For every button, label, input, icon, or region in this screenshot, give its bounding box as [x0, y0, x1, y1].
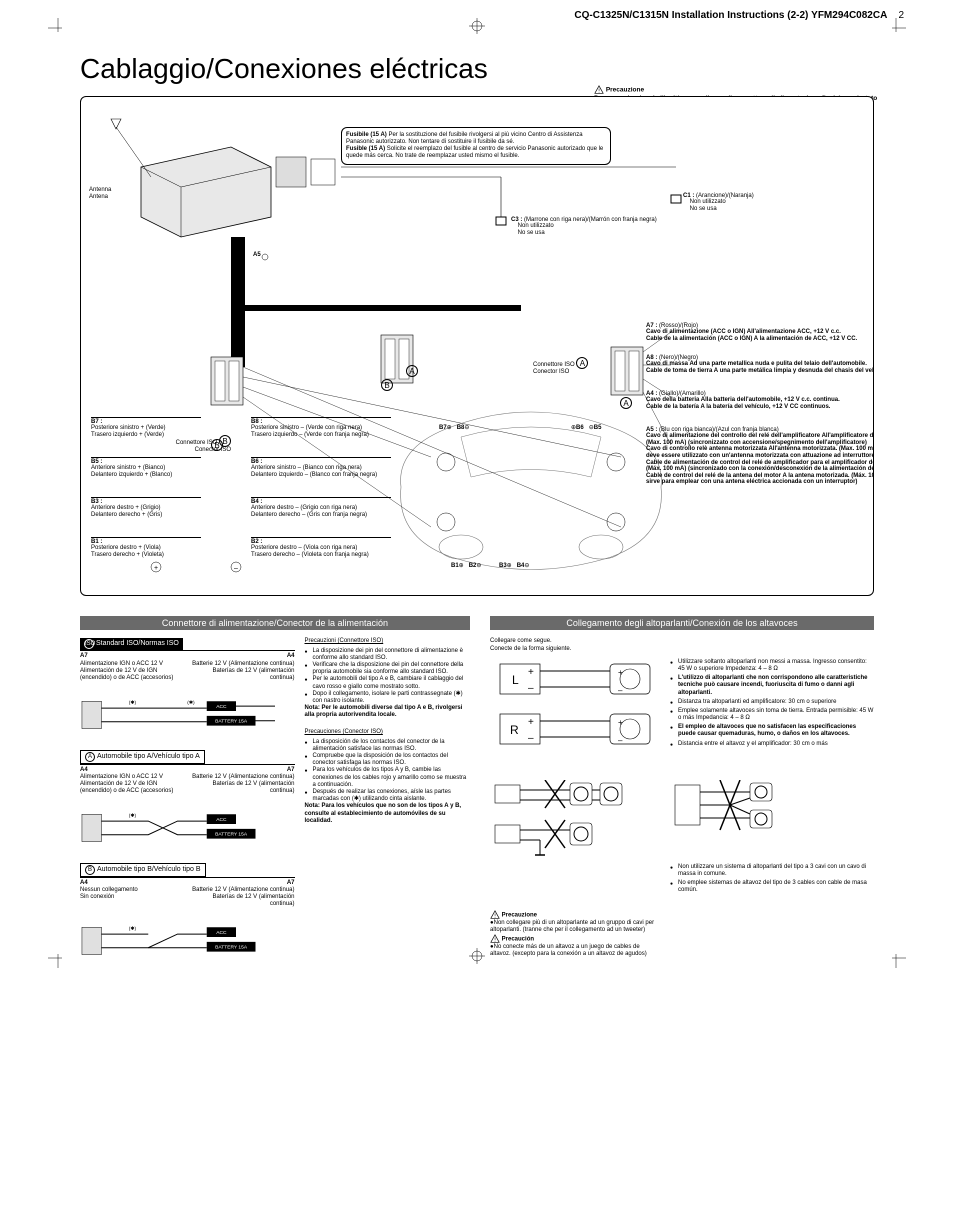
wire-b2: B2 :Posteriore destro – (Viola con riga … [251, 537, 391, 559]
antenna-label: AntennaAntena [89, 187, 111, 201]
wiring-diagram: + – AntennaAntena Fusibile (15 A) Per la… [80, 96, 874, 596]
svg-text:+: + [528, 667, 534, 678]
warning-icon: ! [594, 85, 604, 95]
circle-a-big: A [406, 365, 418, 377]
svg-text:–: – [618, 736, 623, 745]
fuse-callout: Fusibile (15 A) Per la sostituzione del … [341, 127, 611, 166]
svg-text:BATTERY 15A: BATTERY 15A [215, 719, 248, 725]
speaker-lr-diagram: L + – + – R + – [490, 659, 660, 769]
section-bar-power: Connettore di alimentazione/Conector de … [80, 616, 470, 631]
svg-text:ACC: ACC [216, 930, 227, 936]
crop-mark-icon [886, 948, 906, 968]
b-mark: ⊕B6 ⊖B5 [571, 425, 601, 432]
connector-diagram-icon: (✱) (✱) ACC BATTERY 15A [80, 686, 295, 736]
svg-text:–: – [528, 733, 534, 744]
svg-text:–: – [234, 565, 238, 572]
warning-icon: ! [490, 910, 500, 920]
page-container: CQ-C1325N/C1315N Installation Instructio… [0, 0, 954, 986]
iso-a-label: Connettore ISO A Conector ISO [533, 357, 613, 376]
wire-b7: B7 :Posteriore sinistro + (Verde)Trasero… [91, 417, 201, 439]
center-mark-icon [467, 18, 487, 37]
wire-b4: B4 :Anteriore destro – (Grigio con riga … [251, 497, 391, 519]
speaker-section: Collegamento degli altoparlanti/Conexión… [490, 616, 874, 976]
center-mark-icon [467, 948, 487, 967]
wire-a7: A7 : (Rosso)/(Rojo) Cavo di alimentazion… [646, 323, 874, 343]
svg-text:(✱): (✱) [129, 700, 137, 706]
svg-text:–: – [528, 683, 534, 694]
wire-a5-tag: A5 [253, 252, 261, 259]
speaker-notes: Utilizzare soltanto altoparlanti non mes… [670, 659, 874, 772]
wrong-wiring-3wire [670, 780, 840, 860]
crop-mark-icon [48, 18, 68, 38]
speaker-3wire-notes: Non utilizzare un sistema di altoparlant… [670, 864, 874, 895]
wire-b6: B6 :Anteriore sinistro – (Bianco con rig… [251, 457, 391, 479]
wire-b3: B3 :Anteriore destro + (Grigio)Delantero… [91, 497, 201, 519]
b-mark: B1⊕ B2⊖ [451, 563, 481, 570]
page-title: Cablaggio/Conexiones eléctricas [80, 52, 914, 86]
bottom-row: Connettore di alimentazione/Conector de … [80, 616, 874, 976]
svg-text:BATTERY 15A: BATTERY 15A [215, 832, 248, 838]
diagram-svg: + – [81, 97, 873, 595]
section-bar-speaker: Collegamento degli altoparlanti/Conexión… [490, 616, 874, 631]
svg-text:+: + [154, 565, 158, 572]
crop-mark-icon [886, 18, 906, 38]
wrong-wiring-diagram [490, 780, 660, 900]
auto-a-group: AAutomobile tipo A/Vehículo tipo A A4Ali… [80, 750, 295, 853]
b-mark: B3⊕ B4⊖ [499, 563, 529, 570]
svg-text:R: R [510, 723, 519, 737]
svg-text:(✱): (✱) [129, 927, 137, 933]
circle-b-big2: B [211, 439, 223, 451]
wire-b8: B8 :Posteriore sinistro – (Verde con rig… [251, 417, 391, 439]
connector-diagram-icon: (✱) ACC BATTERY 15A [80, 912, 295, 962]
wire-b1: B1 :Posteriore destro + (Viola)Trasero d… [91, 537, 201, 559]
wire-c3: C3 : (Marrone con riga nera)/(Marrón con… [511, 217, 657, 237]
auto-b-group: BAutomobile tipo B/Vehículo tipo B A4Nes… [80, 863, 295, 966]
speaker-precaution-box: ! Precauzione ●Non collegare più di un a… [490, 910, 660, 959]
connector-diagram-icon: (✱) ACC BATTERY 15A [80, 799, 295, 849]
svg-text:+: + [618, 718, 623, 727]
wire-a5: A5 : (Blu con riga bianca)/(Azul con fra… [646, 427, 874, 486]
precautions-iso-es: Precauciones (Conector ISO) La disposici… [305, 729, 471, 824]
circle-b-big: B [381, 379, 393, 391]
svg-text:+: + [528, 717, 534, 728]
svg-text:–: – [618, 686, 623, 695]
b-mark: B7⊕ B8⊖ [439, 425, 469, 432]
wire-a4: A4 : (Giallo)/(Amarillo) Cavo della batt… [646, 391, 874, 411]
wire-b5: B5 :Anteriore sinistro + (Bianco)Delante… [91, 457, 201, 479]
svg-text:+: + [618, 668, 623, 677]
svg-text:ACC: ACC [216, 817, 227, 823]
svg-text:L: L [512, 673, 519, 687]
wire-c1: C1 : (Arancione)/(Naranja) Non utilizzat… [683, 193, 754, 213]
circle-a-big2: A [620, 397, 632, 409]
svg-text:ACC: ACC [216, 704, 227, 710]
svg-text:(✱): (✱) [129, 813, 137, 819]
iso-standard-group: ISOStandard ISO/Normas ISO A7Alimentazio… [80, 638, 295, 739]
power-connector-section: Connettore di alimentazione/Conector de … [80, 616, 470, 976]
crop-mark-icon [48, 948, 68, 968]
svg-text:(✱): (✱) [187, 700, 195, 706]
speaker-intro: Collegare come segue.Conecte de la forma… [490, 638, 874, 652]
wire-a8: A8 : (Nero)/(Negro) Cavo di massa Ad una… [646, 355, 874, 375]
warning-icon: ! [490, 934, 500, 944]
svg-text:BATTERY 15A: BATTERY 15A [215, 945, 248, 951]
precautions-iso-it: Precauzioni (Connettore ISO) La disposiz… [305, 638, 471, 719]
